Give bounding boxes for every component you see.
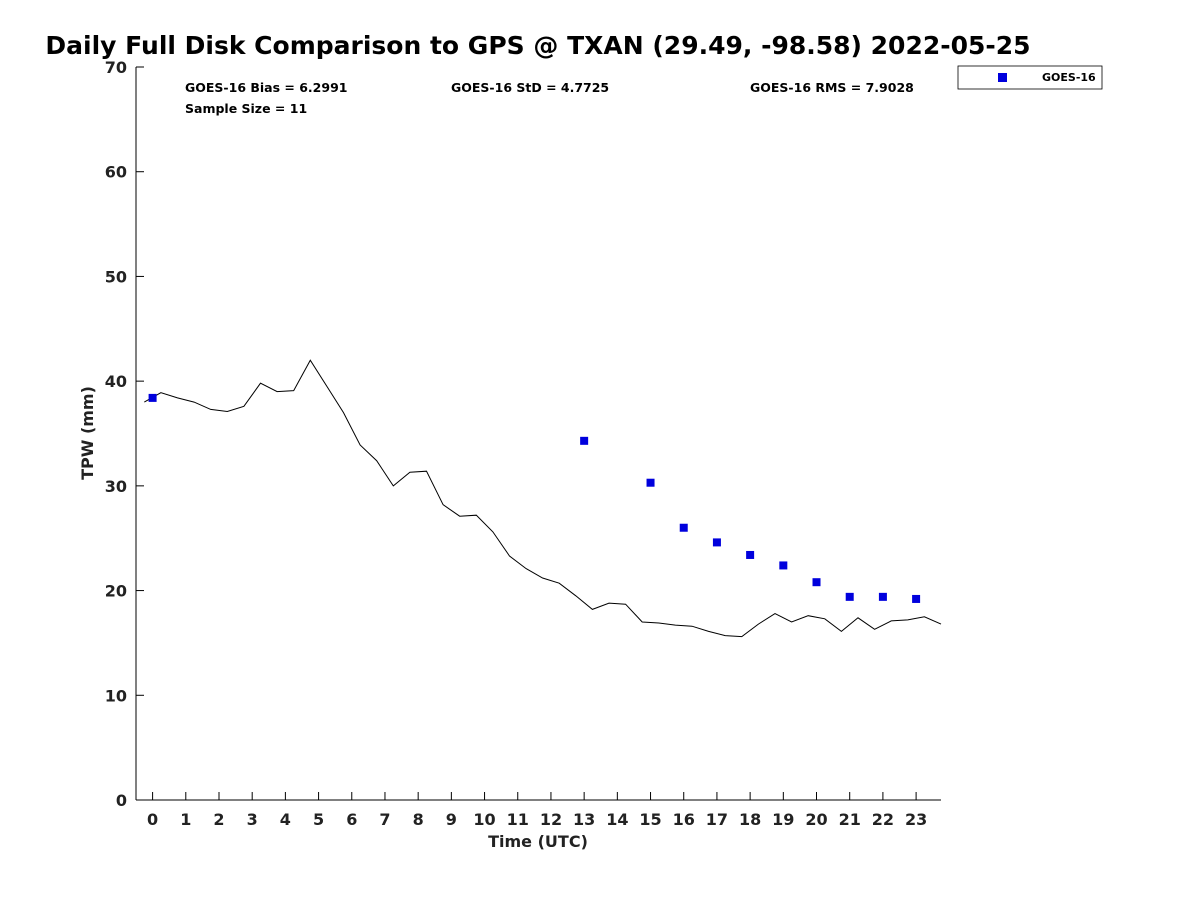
y-tick-label: 50: [105, 267, 127, 286]
x-tick-label: 4: [280, 810, 291, 829]
legend-label: GOES-16: [1042, 71, 1096, 84]
x-tick-label: 11: [507, 810, 529, 829]
x-axis-label: Time (UTC): [488, 832, 588, 851]
goes-16-point: [148, 393, 157, 402]
gps-line: [144, 359, 942, 638]
x-tick-label: 19: [772, 810, 794, 829]
x-tick-label: 16: [673, 810, 695, 829]
x-tick-label: 14: [606, 810, 628, 829]
x-tick-label: 13: [573, 810, 595, 829]
goes-16-point: [878, 592, 887, 601]
x-tick-label: 10: [473, 810, 495, 829]
y-tick-label: 60: [105, 163, 127, 182]
x-tick-label: 18: [739, 810, 761, 829]
legend-marker: [998, 73, 1007, 82]
x-tick-label: 6: [346, 810, 357, 829]
x-tick-label: 23: [905, 810, 927, 829]
goes-16-point: [679, 523, 688, 532]
goes-16-point: [912, 594, 921, 603]
goes-16-point: [746, 550, 755, 559]
x-tick-label: 0: [147, 810, 158, 829]
x-tick-label: 2: [213, 810, 224, 829]
sample-size-stat: Sample Size = 11: [185, 101, 307, 116]
bias-stat: GOES-16 Bias = 6.2991: [185, 80, 347, 95]
x-tick-label: 5: [313, 810, 324, 829]
goes-16-point: [712, 538, 721, 547]
legend: GOES-16: [957, 65, 1103, 90]
y-tick-label: 40: [105, 372, 127, 391]
stats-box: GOES-16 Bias = 6.2991 GOES-16 StD = 4.77…: [185, 80, 914, 116]
y-tick-label: 10: [105, 686, 127, 705]
goes-16-point: [812, 578, 821, 587]
y-tick-label: 30: [105, 477, 127, 496]
goes-16-point: [580, 436, 589, 445]
x-tick-label: 8: [413, 810, 424, 829]
x-tick-label: 15: [639, 810, 661, 829]
y-axis-label: TPW (mm): [78, 386, 97, 480]
goes-16-point: [845, 592, 854, 601]
std-stat: GOES-16 StD = 4.7725: [451, 80, 609, 95]
goes-16-point: [779, 561, 788, 570]
x-tick-label: 9: [446, 810, 457, 829]
x-tick-label: 12: [540, 810, 562, 829]
y-tick-label: 20: [105, 582, 127, 601]
x-tick-label: 17: [706, 810, 728, 829]
y-tick-label: 0: [116, 791, 127, 810]
x-tick-label: 20: [805, 810, 827, 829]
x-tick-label: 21: [839, 810, 861, 829]
rms-stat: GOES-16 RMS = 7.9028: [750, 80, 914, 95]
x-tick-label: 1: [180, 810, 191, 829]
chart-title: Daily Full Disk Comparison to GPS @ TXAN…: [45, 31, 1030, 60]
x-tick-label: 22: [872, 810, 894, 829]
y-tick-label: 70: [105, 58, 127, 77]
x-tick-label: 7: [379, 810, 390, 829]
goes-16-point: [646, 478, 655, 487]
legend-box: [957, 65, 1103, 90]
x-tick-label: 3: [247, 810, 258, 829]
